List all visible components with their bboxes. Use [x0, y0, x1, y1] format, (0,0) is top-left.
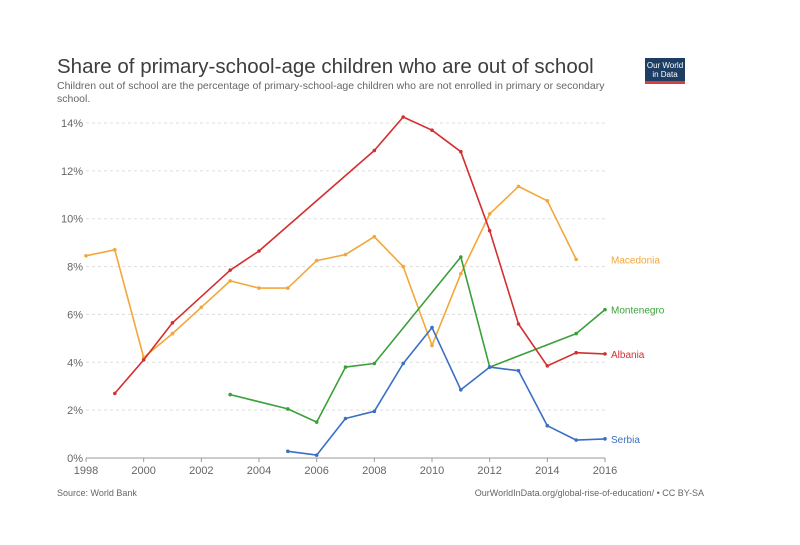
data-point-albania [574, 350, 578, 355]
y-tick-label: 12% [61, 166, 83, 178]
x-tick-label: 2016 [593, 465, 617, 477]
series-line-macedonia [85, 185, 577, 359]
data-point-albania [545, 364, 550, 368]
data-point-albania [430, 128, 434, 132]
data-point-macedonia [113, 248, 117, 252]
data-point-montenegro [574, 331, 578, 336]
series-label-macedonia: Macedonia [611, 255, 660, 266]
data-point-macedonia [487, 212, 492, 216]
x-tick-label: 2000 [131, 465, 155, 477]
data-point-macedonia [545, 198, 550, 203]
data-point-albania [401, 115, 405, 119]
y-tick-label: 6% [67, 309, 83, 321]
data-point-albania [113, 391, 117, 396]
data-point-serbia [487, 365, 492, 369]
data-point-macedonia [516, 184, 521, 189]
data-point-albania [372, 148, 377, 153]
x-tick-label: 1998 [74, 465, 98, 477]
x-tick-label: 2014 [535, 465, 559, 477]
data-point-serbia [401, 361, 405, 366]
x-tick-label: 2002 [189, 465, 213, 477]
data-point-serbia [516, 368, 521, 373]
data-point-montenegro [228, 392, 232, 397]
data-point-serbia [314, 453, 319, 457]
data-point-macedonia [430, 343, 434, 348]
chart-subtitle: Children out of school are the percentag… [57, 80, 605, 105]
y-tick-label: 8% [67, 262, 83, 274]
data-point-macedonia [372, 234, 377, 239]
data-point-serbia [603, 437, 607, 441]
data-point-macedonia [314, 258, 319, 263]
data-point-macedonia [228, 279, 232, 283]
logo-line-2: in Data [652, 70, 678, 79]
data-point-albania [459, 149, 463, 154]
data-point-albania [170, 321, 175, 325]
data-point-albania [516, 322, 521, 326]
data-point-montenegro [286, 407, 290, 411]
data-point-serbia [574, 438, 578, 442]
data-point-serbia [430, 325, 434, 330]
x-tick-label: 2008 [362, 465, 386, 477]
data-point-serbia [459, 388, 463, 392]
chart-title: Share of primary-school-age children who… [57, 55, 594, 78]
data-point-serbia [343, 416, 348, 421]
data-point-montenegro [459, 255, 463, 259]
data-point-macedonia [401, 264, 405, 269]
data-point-serbia [286, 449, 290, 454]
series-line-serbia [287, 326, 606, 456]
license-note: OurWorldInData.org/global-rise-of-educat… [474, 488, 704, 498]
data-point-serbia [372, 409, 377, 414]
x-tick-label: 2006 [304, 465, 328, 477]
x-tick-label: 2012 [477, 465, 501, 477]
series-label-serbia: Serbia [611, 435, 640, 446]
data-point-serbia [545, 423, 550, 428]
source-note: Source: World Bank [57, 488, 137, 498]
data-point-macedonia [199, 305, 204, 310]
y-tick-label: 2% [67, 405, 83, 417]
series-line-albania [114, 116, 606, 394]
data-point-albania [487, 228, 492, 233]
data-point-montenegro [372, 361, 377, 366]
x-tick-label: 2004 [247, 465, 271, 477]
data-point-montenegro [314, 420, 319, 424]
data-point-macedonia [84, 254, 88, 258]
data-point-albania [228, 268, 232, 272]
owid-logo[interactable]: Our World in Data [645, 58, 685, 84]
y-tick-label: 0% [67, 453, 83, 465]
logo-line-1: Our World [646, 61, 684, 70]
y-tick-label: 10% [61, 214, 83, 226]
data-point-montenegro [343, 365, 348, 369]
data-point-albania [603, 352, 607, 356]
data-point-macedonia [257, 286, 261, 290]
y-tick-label: 14% [61, 118, 83, 130]
data-point-macedonia [170, 331, 175, 336]
data-point-albania [257, 249, 261, 253]
data-point-macedonia [343, 252, 348, 257]
series-line-montenegro [230, 256, 606, 423]
data-point-macedonia [286, 286, 290, 290]
data-point-albania [141, 358, 146, 362]
data-point-macedonia [574, 257, 578, 262]
data-point-montenegro [603, 307, 607, 312]
series-label-montenegro: Montenegro [611, 306, 665, 317]
y-tick-label: 4% [67, 357, 83, 369]
series-label-albania: Albania [611, 350, 645, 361]
x-tick-label: 2010 [420, 465, 444, 477]
data-point-macedonia [459, 271, 463, 276]
